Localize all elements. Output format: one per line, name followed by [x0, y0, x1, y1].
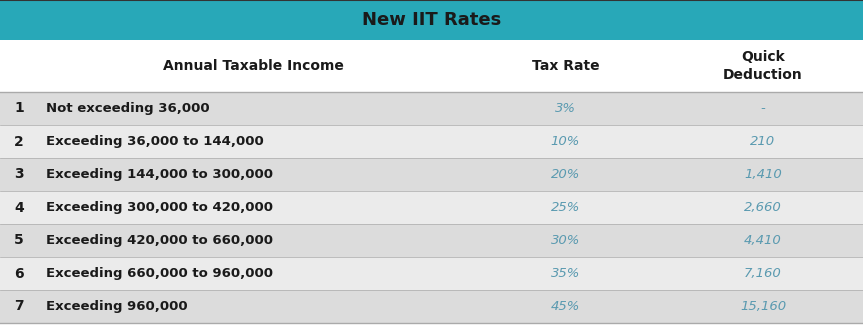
Text: 4: 4 — [14, 200, 24, 215]
Text: -: - — [760, 102, 765, 115]
Bar — [0, 0, 863, 40]
Bar — [0, 125, 863, 158]
Text: 35%: 35% — [551, 267, 580, 280]
Text: 25%: 25% — [551, 201, 580, 214]
Text: 1: 1 — [14, 101, 24, 115]
Text: 2: 2 — [14, 135, 24, 149]
Text: Annual Taxable Income: Annual Taxable Income — [162, 59, 343, 73]
Text: Exceeding 36,000 to 144,000: Exceeding 36,000 to 144,000 — [46, 135, 264, 148]
Text: 7: 7 — [14, 300, 24, 314]
Text: 2,660: 2,660 — [744, 201, 782, 214]
Text: 6: 6 — [14, 266, 24, 280]
Text: New IIT Rates: New IIT Rates — [362, 11, 501, 29]
Text: 10%: 10% — [551, 135, 580, 148]
Text: 1,410: 1,410 — [744, 168, 782, 181]
Bar — [0, 191, 863, 224]
Text: 20%: 20% — [551, 168, 580, 181]
Text: Quick
Deduction: Quick Deduction — [723, 50, 803, 82]
Text: 30%: 30% — [551, 234, 580, 247]
Text: Not exceeding 36,000: Not exceeding 36,000 — [46, 102, 210, 115]
Bar — [0, 158, 863, 191]
Text: 4,410: 4,410 — [744, 234, 782, 247]
Text: 5: 5 — [14, 233, 24, 247]
Text: Exceeding 960,000: Exceeding 960,000 — [46, 300, 187, 313]
Bar — [0, 290, 863, 323]
Text: 3: 3 — [14, 168, 24, 182]
Text: 210: 210 — [751, 135, 776, 148]
Text: Exceeding 300,000 to 420,000: Exceeding 300,000 to 420,000 — [46, 201, 273, 214]
Bar — [0, 224, 863, 257]
Bar — [0, 257, 863, 290]
Text: Exceeding 144,000 to 300,000: Exceeding 144,000 to 300,000 — [46, 168, 273, 181]
Text: Exceeding 420,000 to 660,000: Exceeding 420,000 to 660,000 — [46, 234, 273, 247]
Text: 15,160: 15,160 — [740, 300, 786, 313]
Text: 7,160: 7,160 — [744, 267, 782, 280]
Text: Tax Rate: Tax Rate — [532, 59, 599, 73]
Text: Exceeding 660,000 to 960,000: Exceeding 660,000 to 960,000 — [46, 267, 273, 280]
Text: 45%: 45% — [551, 300, 580, 313]
Text: 3%: 3% — [555, 102, 576, 115]
Bar — [0, 92, 863, 125]
